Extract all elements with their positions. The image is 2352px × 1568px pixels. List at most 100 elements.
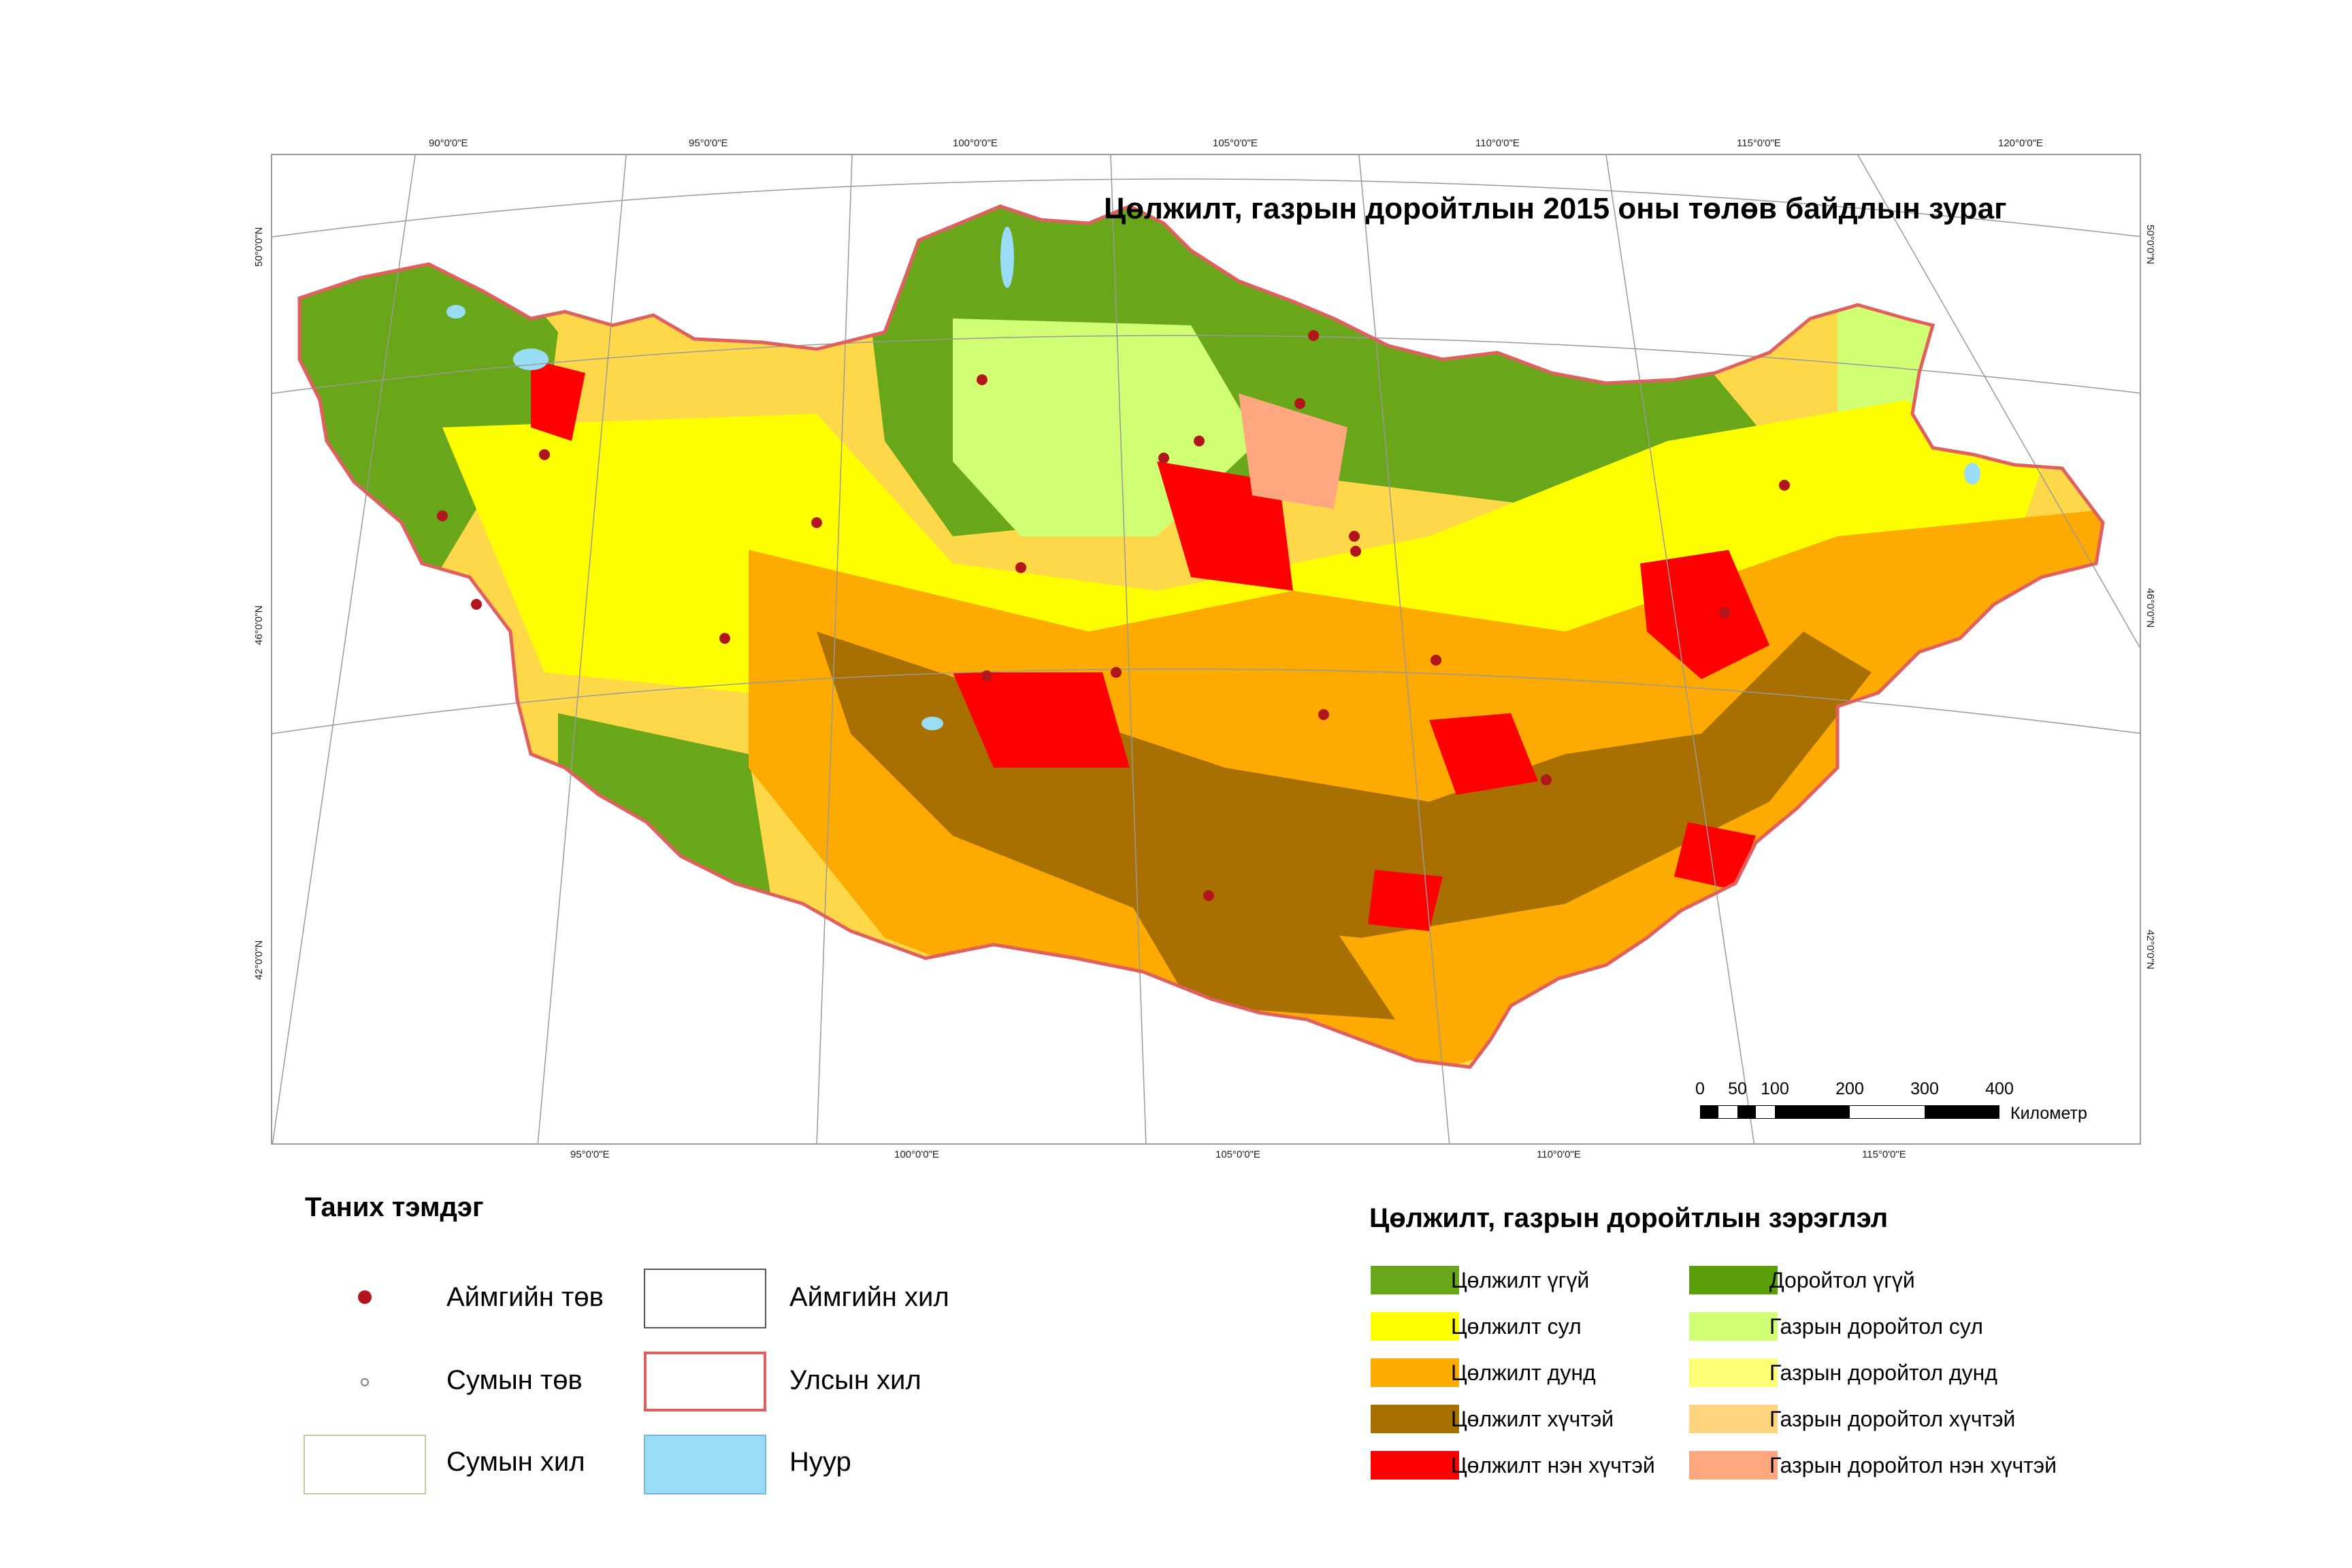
lon-label-bottom: 105°0'0"E [1215,1149,1260,1160]
aimag-center-dot-icon[interactable] [1158,453,1169,463]
desertification-map[interactable] [272,155,2141,1145]
aimag-center-dot-icon[interactable] [1308,330,1319,341]
lat-label-right: 50°0'0"N [2144,225,2156,265]
aimag-center-dot-icon[interactable] [1779,480,1790,491]
scale-bar-segment [1775,1105,1850,1119]
lake-box [644,1435,766,1494]
lon-label-bottom: 100°0'0"E [894,1149,939,1160]
graticule-line [272,155,416,1143]
lon-label-top: 120°0'0"E [1998,137,2043,149]
swatch-desert-very-severe [1371,1451,1459,1480]
salmon-region [1239,393,1348,509]
sum-boundary-box [304,1435,426,1494]
scale-bar-segment [1737,1105,1756,1119]
legend-desert-very-severe: Цөлжилт нэн хүчтэй [1451,1453,1655,1477]
aimag-center-dot-icon[interactable] [1719,607,1730,618]
red-patch-4 [1429,713,1538,795]
graticule-line [272,668,2140,734]
swatch-degr-weak [1689,1312,1778,1341]
brown-south-region [1123,890,1395,1019]
swatch-desert-severe [1371,1405,1459,1433]
sum-center-circle-icon [361,1378,369,1386]
aimag-boundary-box [644,1269,766,1328]
scale-bar-segment [1925,1105,1999,1119]
scale-bar: 0 50 100 200 300 400 [1695,1079,2014,1120]
scale-bar-segment [1700,1105,1718,1119]
lat-label-left: 50°0'0"N [253,227,265,267]
map-frame[interactable] [271,154,2141,1145]
swatch-desert-moderate [1371,1358,1459,1387]
swatch-degr-very-severe [1689,1451,1778,1480]
red-patch-5 [1674,822,1756,890]
lat-label-left: 42°0'0"N [253,940,265,980]
aimag-center-dot-icon[interactable] [539,449,550,460]
swatch-degr-severe [1689,1405,1778,1433]
lon-label-top: 115°0'0"E [1737,137,1781,149]
lake-khar-us [513,348,549,370]
graticule-line [1605,155,1755,1143]
scale-tick-label: 0 [1695,1079,1705,1098]
aimag-center-dot-icon[interactable] [1318,709,1329,720]
aimag-center-dot-icon[interactable] [1541,774,1552,785]
legend-degr-severe: Газрын доройтол хүчтэй [1769,1407,2016,1431]
swatch-desert-none [1371,1266,1459,1294]
aimag-center-dot-icon[interactable] [1015,562,1026,573]
lon-label-bottom: 115°0'0"E [1862,1149,1906,1160]
legend-label-sum-center: Сумын төв [446,1365,583,1395]
scale-tick-label: 200 [1835,1079,1864,1098]
red-patch-6 [1368,870,1443,931]
lon-label-top: 95°0'0"E [689,137,728,149]
lon-label-bottom: 95°0'0"E [570,1149,610,1160]
aimag-center-dot-icon[interactable] [719,633,730,644]
lat-label-right: 42°0'0"N [2144,930,2156,970]
lake-khuvsgul [1000,227,1014,288]
swatch-desert-weak [1371,1312,1459,1341]
lon-label-top: 110°0'0"E [1475,137,1520,149]
aimag-center-dot-icon[interactable] [471,599,482,610]
lon-label-top: 90°0'0"E [429,137,468,149]
aimag-center-dot-icon[interactable] [1349,531,1360,542]
graticule-line [272,335,2140,394]
aimag-center-dot-icon[interactable] [981,670,992,681]
legend-degr-none: Доройтол үгүй [1769,1268,1915,1292]
aimag-center-dot-icon[interactable] [1111,667,1122,678]
aimag-center-dot-icon[interactable] [1350,546,1361,557]
scale-tick-label: 100 [1761,1079,1789,1098]
aimag-center-dot-icon[interactable] [437,510,448,521]
red-patch-1 [953,672,1130,768]
graticule-line [1358,155,1450,1143]
aimag-center-dot-icon[interactable] [1431,655,1441,666]
legend-desert-moderate: Цөлжилт дунд [1451,1360,1596,1385]
aimag-centers [437,330,1790,901]
aimag-center-dot-icon[interactable] [977,374,987,385]
legend-degr-weak: Газрын доройтол сул [1769,1314,1983,1339]
lake-orog [921,717,943,730]
aimag-center-dot-icon[interactable] [1294,398,1305,409]
orange-moderate-region [749,509,2103,1067]
lat-label-left: 46°0'0"N [253,605,265,645]
red-patch-3 [1640,550,1769,679]
scale-tick-label: 50 [1728,1079,1747,1098]
lake-khyargas [446,305,466,318]
national-boundary-box [644,1352,766,1411]
graticule-line [1110,155,1147,1143]
lake-uvs [549,253,595,275]
legend-degr-very-severe: Газрын доройтол нэн хүчтэй [1769,1453,2057,1477]
swatch-degr-moderate [1689,1358,1778,1387]
aimag-center-dot-icon [358,1290,372,1304]
lon-label-bottom: 110°0'0"E [1537,1149,1581,1160]
graticule [272,155,2140,1143]
aimag-center-dot-icon[interactable] [1194,436,1205,446]
legend-label-aimag-center: Аймгийн төв [446,1282,604,1312]
graticule-line [272,178,2140,238]
graticule-line [1857,155,2140,649]
legend-desert-severe: Цөлжилт хүчтэй [1451,1407,1614,1431]
graticule-line [537,155,627,1143]
legend-label-aimag-boundary: Аймгийн хил [789,1282,949,1312]
scale-tick-label: 300 [1910,1079,1939,1098]
scale-unit: Километр [2010,1104,2087,1123]
aimag-center-dot-icon[interactable] [1203,890,1214,901]
legend-degr-moderate: Газрын доройтол дунд [1769,1360,1997,1385]
aimag-center-dot-icon[interactable] [811,517,822,528]
map-title: Цөлжилт, газрын доройтлын 2015 оны төлөв… [1104,192,2007,225]
